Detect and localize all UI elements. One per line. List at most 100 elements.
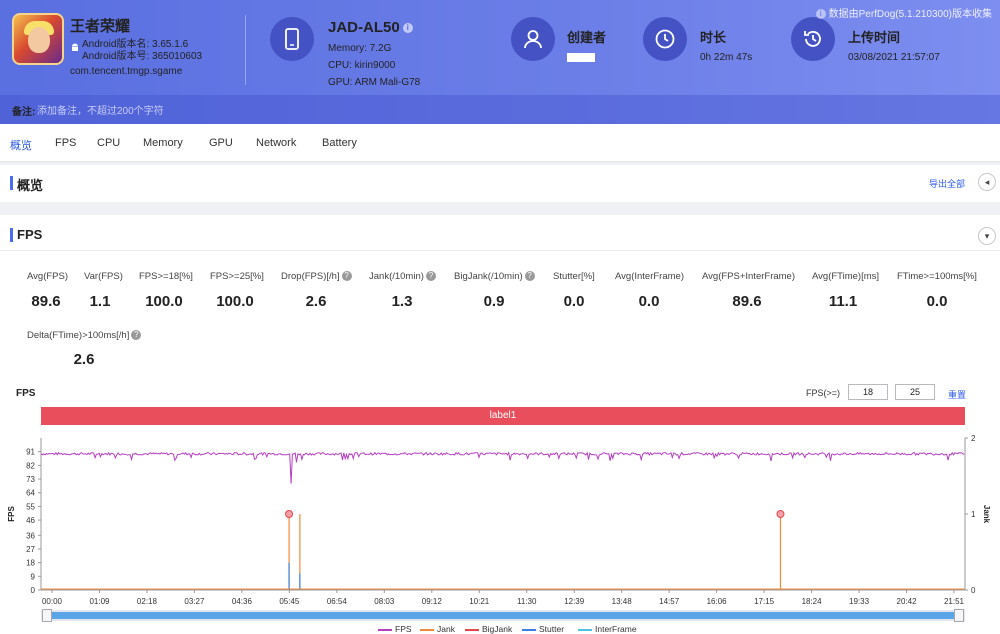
app-icon: [12, 13, 64, 65]
help-icon[interactable]: ?: [524, 271, 535, 282]
app-version-name: Android版本名: 3.65.1.6: [82, 39, 189, 50]
y2-tick-label: 0: [971, 586, 976, 595]
help-icon[interactable]: ?: [341, 271, 352, 282]
legend-label: Stutter: [539, 624, 565, 634]
fps-threshold-input-2[interactable]: [895, 384, 935, 400]
x-tick-label: 19:33: [849, 597, 870, 606]
metric-label: Avg(FPS): [27, 271, 69, 282]
label-band[interactable]: label1: [41, 407, 965, 425]
x-tick-label: 09:12: [422, 597, 443, 606]
device-cpu: CPU: kirin9000: [328, 60, 396, 71]
metric-value: 2.6: [73, 351, 95, 368]
y-tick-label: 55: [26, 502, 35, 511]
x-tick-label: 10:21: [469, 597, 490, 606]
app-icon-face: [28, 27, 50, 53]
clock-icon: [655, 29, 675, 49]
overview-accent: [10, 176, 13, 190]
y-tick-label: 64: [26, 489, 35, 498]
metric-label: Avg(FPS+InterFrame): [702, 271, 796, 282]
help-icon[interactable]: ?: [131, 330, 142, 341]
metric-label-text: Delta(FTime)>100ms[/h]: [27, 330, 130, 341]
legend-item-interframe[interactable]: InterFrame: [578, 624, 637, 634]
tab-battery[interactable]: Battery: [322, 137, 357, 149]
info-icon[interactable]: i: [402, 23, 413, 34]
legend-label: Jank: [437, 624, 455, 634]
overview-title: 概览: [17, 178, 44, 193]
reset-link[interactable]: 重置: [948, 390, 967, 400]
y-tick-label: 46: [26, 516, 35, 525]
metric-label: FPS>=18[%]: [139, 271, 193, 282]
chart-legend: FPS Jank BigJank Stutter InterFrame: [0, 624, 1000, 634]
x-tick-label: 02:18: [137, 597, 158, 606]
x-tick-label: 16:06: [707, 597, 728, 606]
bigjank-marker: [285, 510, 294, 518]
creator-label: 创建者: [567, 30, 607, 45]
tab-cpu[interactable]: CPU: [97, 137, 121, 149]
fps-chart[interactable]: 0 9 18 27 36 46 55 64 73 82 91 0 1 2 FPS Jank 00:00 01:09…: [0, 426, 1000, 608]
legend-item-fps[interactable]: FPS: [378, 624, 412, 634]
metric-value: 89.6: [732, 293, 762, 310]
metric-value: 89.6: [31, 293, 61, 310]
metric-label: Avg(InterFrame): [615, 271, 684, 282]
duration-label: 时长: [700, 30, 727, 45]
metric-label: BigJank(/10min)?: [454, 271, 535, 282]
duration-circle: [643, 17, 687, 61]
range-slider-left-handle[interactable]: [42, 609, 52, 622]
device-circle: [270, 17, 314, 61]
device-gpu: GPU: ARM Mali-G78: [328, 77, 421, 88]
legend-swatch: [522, 628, 536, 631]
legend-swatch: [378, 628, 392, 631]
x-tick-label: 00:00: [42, 597, 63, 606]
device-model-text: JAD-AL50: [328, 19, 400, 36]
legend-label: FPS: [395, 624, 412, 634]
x-tick-label: 20:42: [897, 597, 918, 606]
y-tick-label: 91: [26, 448, 35, 457]
y-tick-label: 82: [26, 461, 35, 470]
fps-accent: [10, 228, 13, 242]
fps-threshold-label: FPS(>=): [806, 388, 841, 398]
app-version-code: Android版本号: 365010603: [82, 51, 203, 62]
note-bar: [0, 95, 1000, 124]
x-tick-label: 13:48: [612, 597, 633, 606]
metric-label: Var(FPS): [84, 271, 123, 282]
tab-memory[interactable]: Memory: [143, 137, 183, 149]
upload-circle: [791, 17, 835, 61]
history-icon: [804, 31, 821, 47]
x-tick-label: 04:36: [232, 597, 253, 606]
tab-gpu[interactable]: GPU: [209, 137, 233, 149]
legend-item-bigjank[interactable]: BigJank: [465, 624, 512, 634]
legend-item-jank[interactable]: Jank: [420, 624, 455, 634]
metric-value: 0.0: [638, 293, 660, 310]
x-tick-label: 12:39: [564, 597, 585, 606]
overview-card: [0, 165, 1000, 202]
legend-swatch: [465, 628, 479, 631]
metric-value: 0.9: [483, 293, 505, 310]
help-icon[interactable]: ?: [425, 271, 436, 282]
legend-item-stutter[interactable]: Stutter: [522, 624, 564, 634]
metric-label-text: BigJank(/10min): [454, 271, 523, 282]
metric-value: 100.0: [216, 293, 254, 310]
device-memory: Memory: 7.2G: [328, 43, 392, 54]
y2-axis-label: Jank: [982, 505, 991, 524]
y-tick-label: 27: [26, 545, 35, 554]
metric-label-text: Drop(FPS)[/h]: [281, 271, 340, 282]
metric-label: Stutter[%]: [553, 271, 595, 282]
export-all-link[interactable]: 导出全部: [929, 179, 966, 189]
chart-title: FPS: [16, 388, 36, 399]
fps-divider: [0, 250, 1000, 251]
tab-overview[interactable]: 概览: [10, 140, 32, 152]
creator-circle: [511, 17, 555, 61]
x-tick-label: 05:45: [279, 597, 300, 606]
x-tick-label: 06:54: [327, 597, 348, 606]
range-slider-right-handle[interactable]: [954, 609, 964, 622]
tab-network[interactable]: Network: [256, 137, 297, 149]
fps-threshold-input-1[interactable]: [848, 384, 888, 400]
y-tick-label: 36: [26, 531, 35, 540]
collapse-left-button[interactable]: ◂: [978, 173, 996, 191]
note-input[interactable]: 添加备注，不超过200个字符: [37, 106, 164, 117]
collapse-down-button[interactable]: ▾: [978, 227, 996, 245]
tab-fps[interactable]: FPS: [55, 137, 77, 149]
fps-section-title: FPS: [17, 227, 43, 242]
range-slider-fill[interactable]: [52, 612, 954, 619]
legend-label: InterFrame: [595, 624, 637, 634]
